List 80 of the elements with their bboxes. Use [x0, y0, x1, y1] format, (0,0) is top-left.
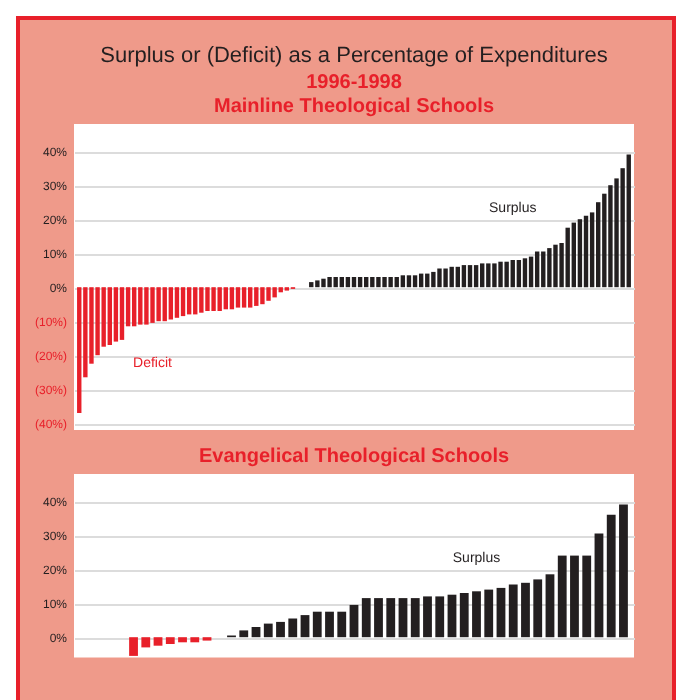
bar [553, 244, 558, 288]
bar [376, 277, 381, 288]
bar [443, 268, 448, 288]
bar [504, 261, 509, 288]
bar [162, 287, 167, 322]
bar [107, 287, 112, 345]
bar [241, 287, 247, 308]
bar [113, 287, 119, 342]
bar [309, 282, 314, 288]
bar [461, 265, 467, 288]
bar [193, 287, 198, 315]
bar [388, 277, 393, 288]
bar [217, 287, 222, 311]
bar [545, 574, 555, 638]
bar [498, 261, 503, 288]
bar [77, 287, 82, 413]
bar [496, 587, 506, 638]
bar [174, 287, 180, 318]
bar [180, 287, 186, 317]
bar [168, 287, 174, 320]
bar [278, 287, 283, 293]
bar [473, 265, 479, 288]
bar [596, 202, 601, 288]
bar [150, 287, 155, 323]
bar [449, 266, 454, 288]
bar [272, 287, 277, 298]
bar [211, 287, 216, 311]
bar [254, 287, 259, 306]
bar [577, 219, 583, 288]
bar [95, 287, 100, 356]
bar [300, 615, 310, 638]
text: Mainline Theological Schools [213, 96, 495, 118]
bar [260, 287, 265, 305]
bar [594, 533, 604, 638]
bar [199, 287, 204, 313]
bar [480, 263, 485, 288]
bar [119, 287, 125, 340]
bar [138, 287, 143, 325]
bar [608, 185, 613, 288]
bar [398, 598, 408, 638]
bar [547, 248, 552, 288]
bar [571, 222, 576, 288]
bar [315, 280, 320, 288]
bar [400, 275, 406, 288]
bar [349, 604, 359, 638]
bar [101, 287, 106, 347]
bar [522, 258, 528, 288]
bar [370, 277, 375, 288]
bar [565, 227, 570, 288]
chart-title: Surplus or (Deficit) as a Percentage of Expenditures [100, 44, 609, 68]
bar [412, 275, 418, 288]
bar [235, 287, 241, 308]
bar [266, 287, 271, 301]
bar [205, 287, 210, 311]
bar [229, 287, 235, 310]
bar [248, 287, 253, 308]
chart-title: Evangelical Theological Schools [198, 446, 510, 468]
bar [382, 277, 387, 288]
bar [156, 287, 161, 322]
bar [510, 260, 515, 288]
bar [431, 271, 436, 288]
bar [132, 287, 137, 327]
bar [447, 594, 457, 638]
bar [333, 277, 338, 288]
bar [144, 287, 149, 325]
bar [516, 260, 522, 288]
bar [321, 278, 326, 288]
bar [223, 287, 228, 310]
bar [406, 275, 412, 288]
bar [583, 215, 589, 288]
bar [437, 268, 442, 288]
bar [327, 277, 332, 288]
bar [486, 263, 491, 288]
bar [186, 287, 192, 315]
bar [602, 193, 607, 288]
bar [626, 154, 631, 288]
bar [467, 265, 473, 288]
bar [153, 637, 163, 646]
text: 1996-1998 [306, 72, 402, 94]
bar [492, 263, 497, 288]
